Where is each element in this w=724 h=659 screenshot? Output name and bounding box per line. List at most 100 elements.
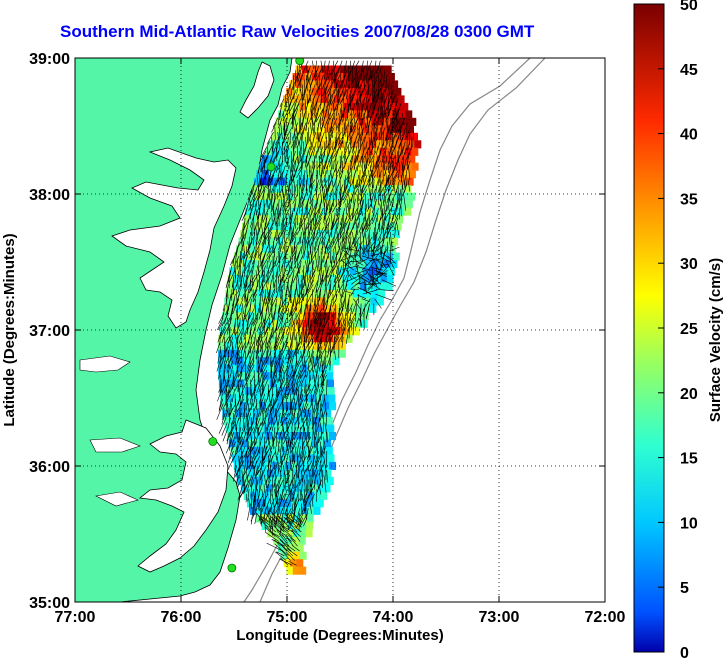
- velocity-vector: [314, 74, 317, 86]
- velocity-cell: [228, 439, 236, 448]
- velocity-vector: [312, 312, 315, 325]
- velocity-vector: [291, 503, 294, 519]
- velocity-cell: [277, 185, 284, 194]
- velocity-vector: [316, 170, 318, 180]
- velocity-vector: [348, 322, 350, 339]
- velocity-cell: [277, 147, 285, 156]
- velocity-vector: [240, 246, 243, 261]
- velocity-cell: [284, 252, 292, 261]
- velocity-cell: [372, 207, 380, 216]
- velocity-vector: [299, 103, 304, 113]
- velocity-vector: [302, 331, 311, 348]
- velocity-cell: [257, 454, 265, 463]
- velocity-vector: [236, 474, 240, 484]
- velocity-vector: [297, 365, 302, 377]
- velocity-vector: [277, 474, 282, 489]
- velocity-vector: [371, 136, 374, 151]
- velocity-vector: [292, 227, 299, 239]
- velocity-vector: [274, 498, 279, 508]
- velocity-vector: [398, 189, 406, 204]
- velocity-vector: [312, 98, 314, 116]
- velocity-cell: [404, 132, 412, 141]
- velocity-cell: [281, 447, 289, 456]
- velocity-cell: [271, 319, 279, 328]
- velocity-vector: [251, 260, 255, 274]
- velocity-vector: [378, 217, 382, 226]
- velocity-vector: [308, 231, 315, 243]
- velocity-vector: [254, 431, 256, 446]
- velocity-vector: [242, 303, 244, 315]
- velocity-vector: [283, 127, 293, 144]
- velocity-vector: [330, 89, 335, 105]
- velocity-cell: [246, 319, 254, 328]
- velocity-cell: [259, 162, 266, 171]
- velocity-cell: [306, 521, 314, 530]
- velocity-vector: [258, 151, 267, 164]
- velocity-vector: [367, 79, 370, 96]
- velocity-cell: [259, 252, 267, 261]
- velocity-vector: [299, 512, 308, 528]
- velocity-cell: [237, 342, 245, 351]
- velocity-vector: [296, 422, 300, 432]
- velocity-vector: [313, 212, 315, 226]
- velocity-vector: [317, 331, 323, 348]
- velocity-vector: [341, 74, 345, 89]
- velocity-cell: [278, 110, 286, 119]
- velocity-vector: [301, 108, 304, 118]
- velocity-vector: [341, 284, 348, 299]
- velocity-cell: [289, 327, 297, 336]
- velocity-vector: [313, 308, 316, 324]
- velocity-vector: [308, 141, 313, 156]
- velocity-vector: [291, 417, 295, 429]
- velocity-vector: [229, 422, 236, 438]
- velocity-vector: [327, 60, 330, 76]
- velocity-cell: [375, 125, 383, 134]
- velocity-vector: [299, 174, 301, 187]
- velocity-vector: [305, 108, 307, 120]
- velocity-vector: [303, 341, 310, 353]
- velocity-cell: [238, 327, 246, 336]
- velocity-cell: [263, 379, 271, 388]
- velocity-vector: [321, 441, 325, 456]
- velocity-cell: [260, 312, 268, 321]
- velocity-cell: [360, 147, 368, 156]
- velocity-vector: [280, 489, 284, 502]
- velocity-vector: [380, 79, 383, 98]
- velocity-vector: [365, 70, 369, 83]
- velocity-vector: [308, 417, 312, 429]
- velocity-vector: [283, 127, 285, 137]
- colorbar-tick-label: 25: [680, 321, 698, 338]
- velocity-cell: [286, 102, 294, 111]
- velocity-vector: [352, 136, 357, 152]
- velocity-cell: [351, 155, 358, 164]
- velocity-vector: [226, 431, 230, 445]
- velocity-vector: [319, 274, 324, 285]
- velocity-cell: [270, 424, 278, 433]
- velocity-vector: [276, 551, 285, 557]
- velocity-vector: [265, 524, 272, 533]
- velocity-vector: [265, 427, 271, 444]
- velocity-vector: [323, 289, 326, 305]
- velocity-cell: [351, 192, 358, 201]
- velocity-vector: [248, 184, 255, 197]
- velocity-cell: [312, 155, 320, 164]
- velocity-vector: [292, 545, 300, 552]
- velocity-cell: [287, 192, 295, 201]
- velocity-vector: [264, 403, 266, 412]
- velocity-vector: [359, 170, 361, 187]
- velocity-cell: [333, 65, 341, 74]
- velocity-vector: [279, 365, 283, 382]
- velocity-vector: [377, 179, 383, 194]
- chesapeake-bay: [111, 147, 237, 329]
- velocity-vector: [341, 236, 343, 251]
- velocity-vector: [326, 246, 330, 259]
- velocity-vector: [320, 141, 322, 151]
- velocity-vector: [288, 534, 296, 542]
- velocity-cell: [355, 312, 363, 321]
- velocity-cell: [252, 252, 260, 261]
- velocity-vector: [357, 174, 364, 188]
- velocity-vector: [332, 289, 339, 301]
- velocity-cell: [300, 297, 308, 306]
- velocity-vector: [382, 227, 384, 244]
- velocity-vector: [337, 317, 340, 329]
